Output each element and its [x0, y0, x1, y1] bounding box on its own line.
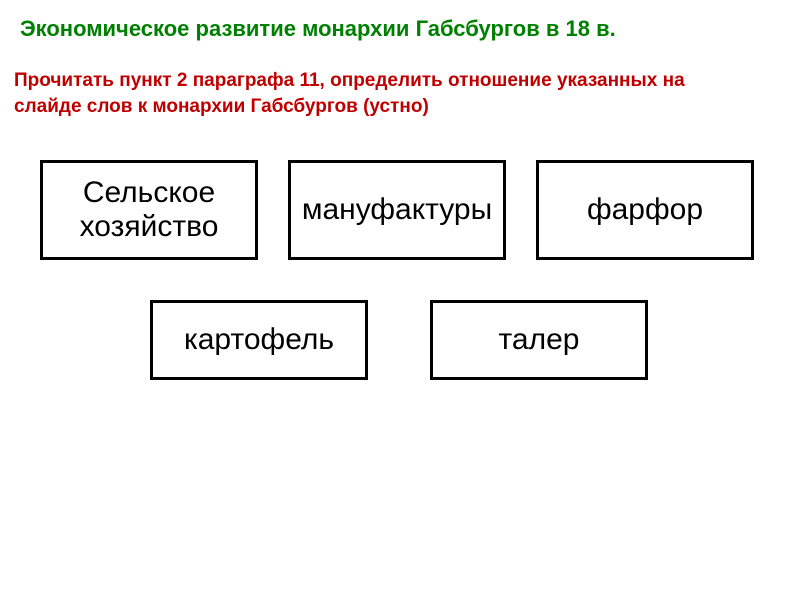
term-box: Сельское хозяйство [40, 160, 258, 260]
term-box: картофель [150, 300, 368, 380]
slide-title: Экономическое развитие монархии Габсбург… [20, 16, 780, 42]
term-box: фарфор [536, 160, 754, 260]
slide-instruction: Прочитать пункт 2 параграфа 11, определи… [14, 68, 734, 119]
term-box: мануфактуры [288, 160, 506, 260]
term-box: талер [430, 300, 648, 380]
slide: Экономическое развитие монархии Габсбург… [0, 0, 800, 600]
